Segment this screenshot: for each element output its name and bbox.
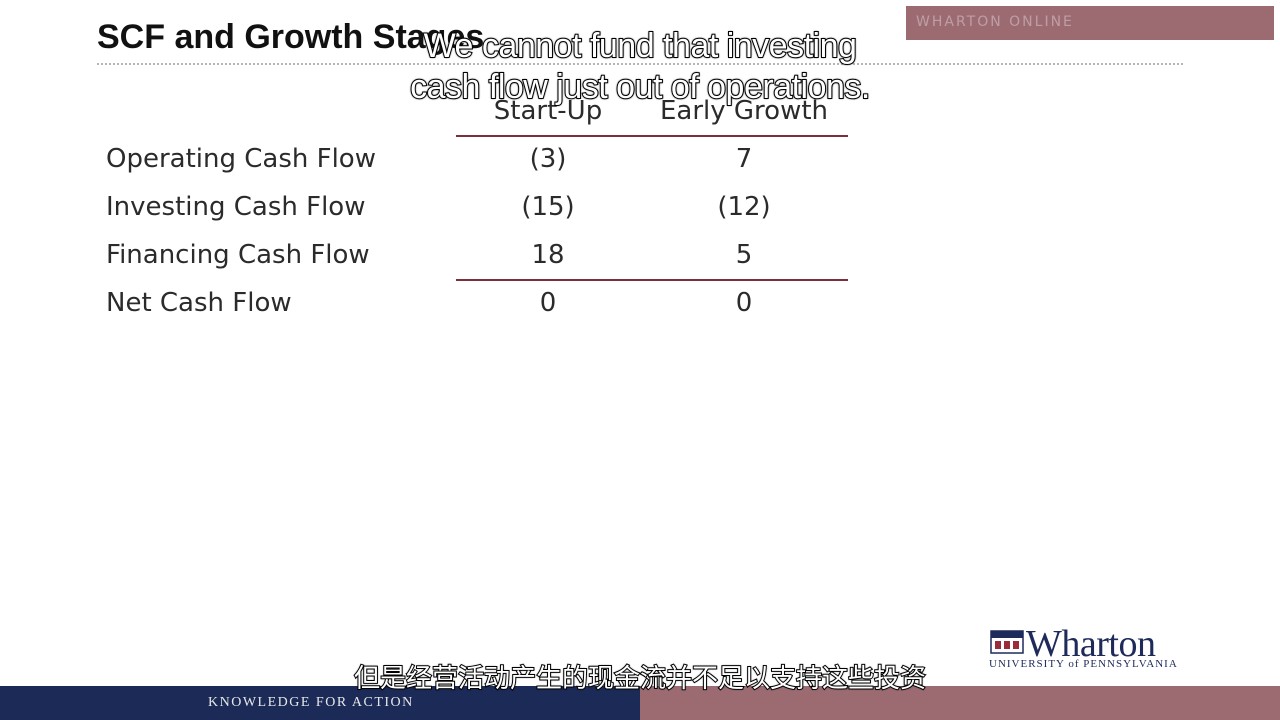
english-caption: We cannot fund that investing cash flow …: [340, 26, 940, 108]
row-label-operating: Operating Cash Flow: [106, 144, 376, 174]
cell-financing-start-up: 18: [531, 240, 565, 270]
column-header-start-up: Start-Up: [493, 96, 603, 126]
table-total-rule: [456, 279, 848, 281]
english-caption-line-2: cash flow just out of operations.: [409, 67, 871, 107]
row-label-investing: Investing Cash Flow: [106, 192, 366, 222]
top-band: WHARTON ONLINE: [906, 6, 1274, 40]
cell-operating-early-growth: 7: [735, 144, 753, 174]
slide-title: SCF and Growth Stages: [97, 18, 485, 56]
wharton-wordmark: Wharton: [1026, 623, 1156, 665]
cell-financing-early-growth: 5: [735, 240, 753, 270]
wharton-subtitle: UNIVERSITY of PENNSYLVANIA: [989, 658, 1178, 670]
penn-shield-icon: [990, 630, 1024, 654]
cell-net-early-growth: 0: [735, 288, 753, 318]
cell-investing-early-growth: (12): [717, 192, 771, 222]
top-band-text: WHARTON ONLINE: [916, 14, 1074, 30]
english-caption-line-1: We cannot fund that investing: [423, 26, 858, 66]
footer-bar-maroon: [640, 686, 1280, 720]
wharton-logo: Wharton UNIVERSITY of PENNSYLVANIA: [988, 623, 1192, 672]
title-divider: [97, 63, 1183, 65]
table-header-rule: [456, 135, 848, 137]
cell-investing-start-up: (15): [521, 192, 575, 222]
footer-bar-navy: KNOWLEDGE FOR ACTION: [0, 686, 640, 720]
chinese-caption: 但是经营活动产生的现金流并不足以支持这些投资: [353, 663, 927, 695]
row-label-net: Net Cash Flow: [106, 288, 292, 318]
row-label-financing: Financing Cash Flow: [106, 240, 370, 270]
column-header-early-growth: Early Growth: [659, 96, 829, 126]
cell-operating-start-up: (3): [529, 144, 567, 174]
footer-tagline: KNOWLEDGE FOR ACTION: [208, 695, 414, 710]
cell-net-start-up: 0: [539, 288, 557, 318]
